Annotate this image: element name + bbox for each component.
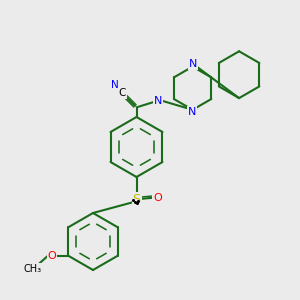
Text: C: C [118, 88, 126, 98]
Text: CH₃: CH₃ [24, 264, 42, 274]
Text: S: S [133, 193, 140, 206]
Text: O: O [47, 251, 56, 261]
Text: N: N [188, 59, 197, 69]
Text: O: O [153, 193, 162, 203]
Text: N: N [154, 96, 162, 106]
Text: N: N [188, 107, 196, 117]
Text: N: N [111, 80, 119, 91]
